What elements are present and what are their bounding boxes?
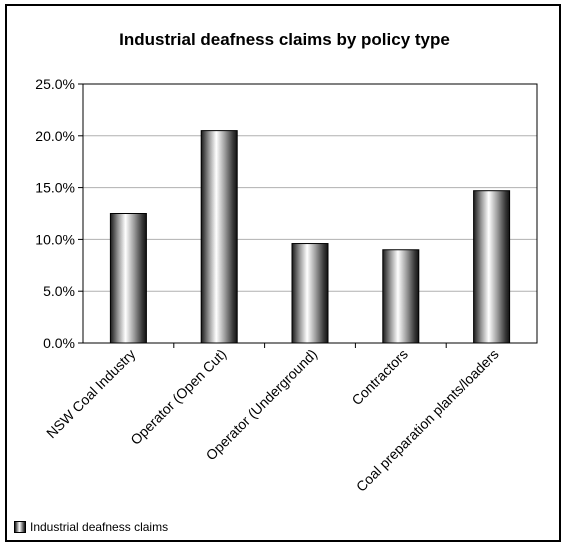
bar [109,213,147,344]
legend: Industrial deafness claims [14,520,168,534]
bar [200,130,238,344]
y-tick-label: 0.0% [43,335,75,351]
chart-title: Industrial deafness claims by policy typ… [119,30,450,49]
bar [382,249,420,344]
x-tick-label: Contractors [348,346,410,408]
x-tick-label: Coal preparation plants/loaders [353,346,502,495]
chart-frame [5,4,561,542]
y-tick-label: 5.0% [43,283,75,299]
bar [291,243,329,344]
y-tick-label: 10.0% [35,231,75,247]
x-tick-label: NSW Coal Industry [43,346,138,441]
y-tick-label: 20.0% [35,128,75,144]
legend-label: Industrial deafness claims [30,520,169,534]
bar [473,190,511,344]
y-tick-label: 15.0% [35,180,75,196]
legend-swatch [14,521,26,533]
y-tick-label: 25.0% [35,76,75,92]
x-tick-label: Operator (Open Cut) [127,346,229,448]
